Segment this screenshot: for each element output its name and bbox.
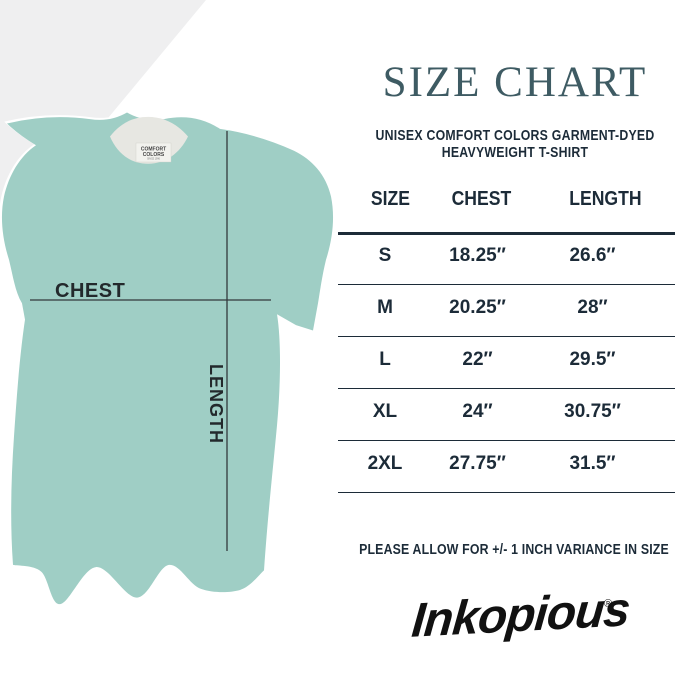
- svg-text:COLORS: COLORS: [143, 152, 165, 158]
- svg-text:SINCE 1996: SINCE 1996: [147, 159, 160, 161]
